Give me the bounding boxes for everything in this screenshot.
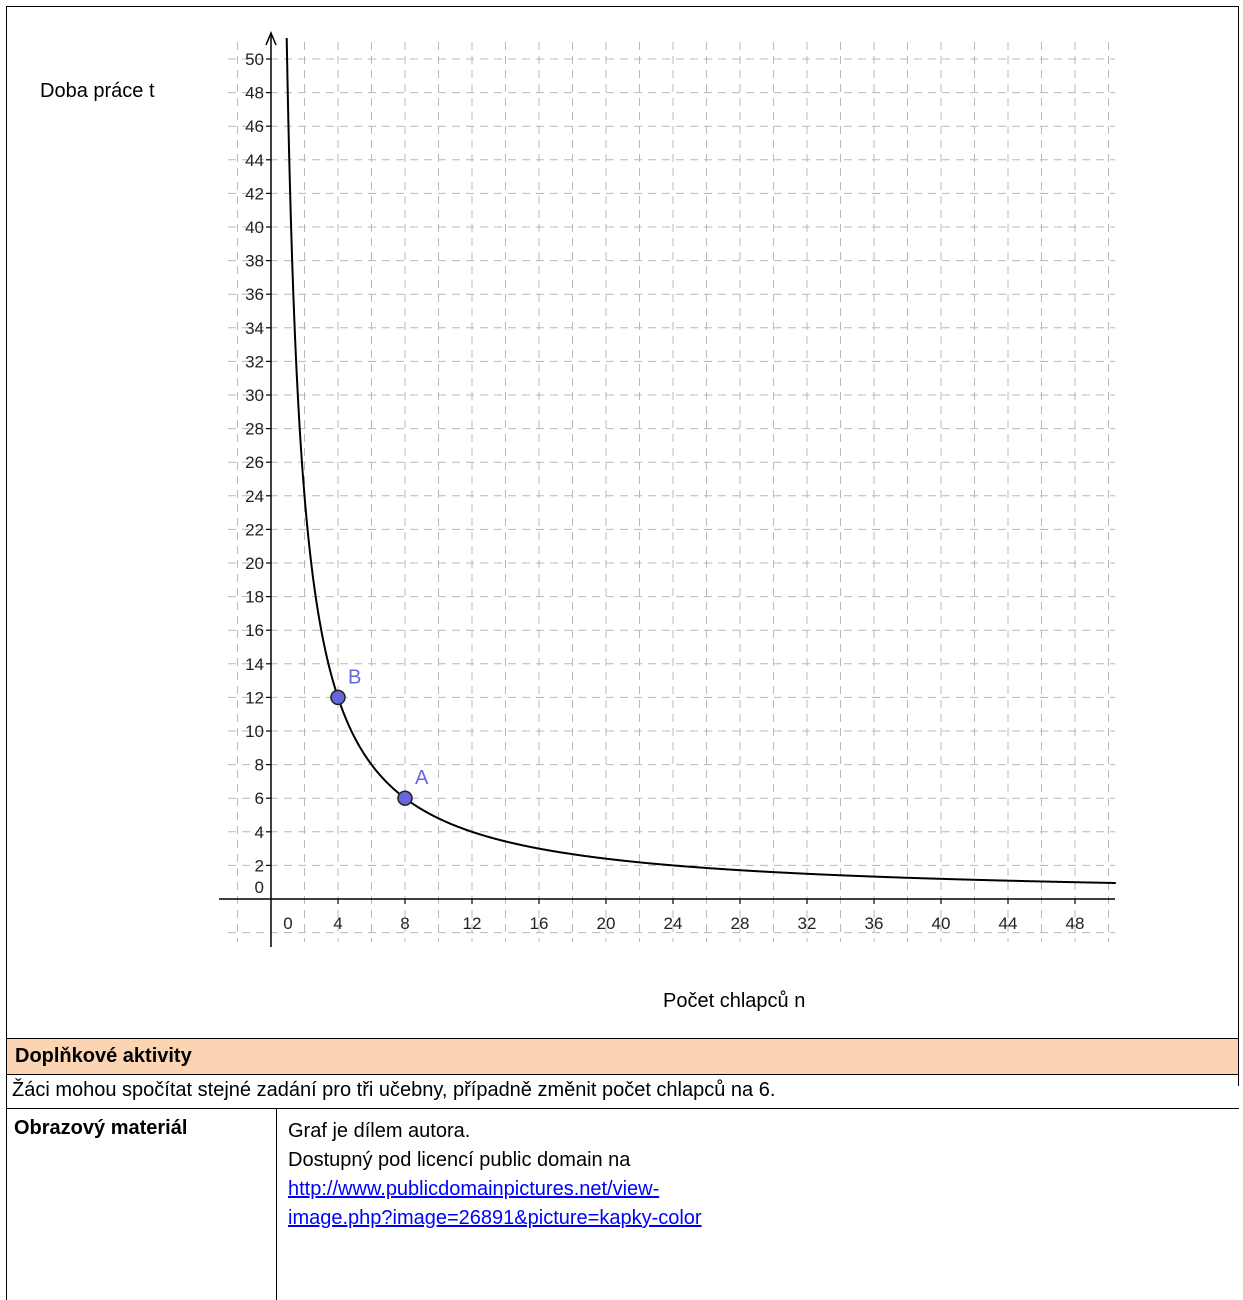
point-label: A <box>415 767 429 789</box>
x-tick-label: 40 <box>932 914 951 933</box>
materials-line: Dostupný pod licencí public domain na <box>288 1149 631 1171</box>
y-tick-label: 34 <box>245 319 264 338</box>
y-tick-label: 0 <box>255 878 264 897</box>
data-point <box>397 790 413 806</box>
y-tick-label: 46 <box>245 117 264 136</box>
y-tick-label: 50 <box>245 50 264 69</box>
x-tick-label: 48 <box>1066 914 1085 933</box>
cell-divider <box>276 1108 277 1300</box>
series-line <box>285 37 1116 885</box>
materials-line: Graf je dílem autora. <box>288 1120 471 1142</box>
section-header: Doplňkové aktivity <box>7 1039 1238 1074</box>
chart: 0246810121416182022242628303234363840424… <box>219 31 1116 947</box>
x-tick-label: 0 <box>283 914 292 933</box>
y-tick-label: 14 <box>245 655 264 674</box>
x-tick-label: 28 <box>731 914 750 933</box>
x-tick-label: 36 <box>865 914 884 933</box>
y-tick-label: 18 <box>245 588 264 607</box>
x-tick-label: 44 <box>999 914 1018 933</box>
y-tick-label: 6 <box>255 789 264 808</box>
table-border <box>6 6 7 1300</box>
x-tick-label: 32 <box>798 914 817 933</box>
y-tick-label: 48 <box>245 84 264 103</box>
row-divider <box>6 1108 1239 1109</box>
materials-label: Obrazový materiál <box>14 1117 188 1139</box>
x-tick-label: 12 <box>463 914 482 933</box>
x-tick-label: 8 <box>400 914 409 933</box>
y-tick-label: 4 <box>255 823 264 842</box>
y-tick-label: 30 <box>245 386 264 405</box>
y-tick-label: 26 <box>245 453 264 472</box>
y-tick-label: 10 <box>245 722 264 741</box>
y-tick-label: 8 <box>255 756 264 775</box>
y-tick-label: 38 <box>245 252 264 271</box>
x-tick-label: 4 <box>333 914 342 933</box>
materials-link[interactable]: http://www.publicdomainpictures.net/view… <box>288 1178 660 1200</box>
y-axis-arrow <box>265 31 277 46</box>
y-tick-label: 42 <box>245 184 264 203</box>
data-point <box>330 689 346 706</box>
y-tick-label: 28 <box>245 420 264 439</box>
x-tick-label: 20 <box>597 914 616 933</box>
y-tick-label: 40 <box>245 218 264 237</box>
y-tick-label: 32 <box>245 352 264 371</box>
row-divider <box>6 1038 1239 1039</box>
point-label: B <box>348 666 361 688</box>
y-tick-label: 24 <box>245 487 264 506</box>
x-tick-label: 24 <box>664 914 683 933</box>
y-tick-label: 22 <box>245 520 264 539</box>
y-tick-label: 20 <box>245 554 264 573</box>
materials-text: Graf je dílem autora. Dostupný pod licen… <box>288 1117 702 1233</box>
y-tick-label: 12 <box>245 688 264 707</box>
row-divider <box>6 1074 1239 1075</box>
y-tick-label: 16 <box>245 621 264 640</box>
table-border <box>6 6 1239 7</box>
y-tick-label: 44 <box>245 151 264 170</box>
materials-link[interactable]: image.php?image=26891&picture=kapky-colo… <box>288 1207 702 1229</box>
section-text: Žáci mohou spočítat stejné zadání pro tř… <box>12 1079 776 1101</box>
x-tick-label: 16 <box>530 914 549 933</box>
x-axis-title: Počet chlapců n <box>663 990 806 1012</box>
y-tick-label: 2 <box>255 856 264 875</box>
y-tick-label: 36 <box>245 285 264 304</box>
table-border <box>1238 6 1239 1086</box>
y-axis-title: Doba práce t <box>40 80 155 102</box>
